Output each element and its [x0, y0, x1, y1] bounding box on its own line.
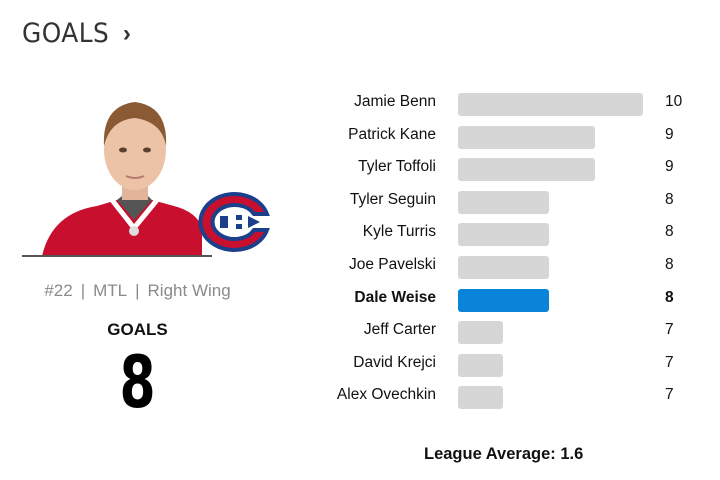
- player-name[interactable]: Dale Weise: [354, 288, 436, 306]
- bar: [458, 386, 503, 410]
- leaders-bar-chart: Jamie Benn 10 Patrick Kane 9 Tyler Toffoli…: [300, 88, 700, 414]
- goal-value: 9: [665, 158, 674, 176]
- player-headshot: [22, 102, 270, 257]
- bar: [458, 255, 549, 279]
- goal-value: 9: [665, 125, 674, 143]
- highlighted-bar: [458, 288, 549, 312]
- chart-row: Kyle Turris 8: [300, 218, 700, 251]
- player-name[interactable]: Tyler Toffoli: [358, 158, 436, 176]
- player-number: #22: [44, 281, 73, 300]
- chevron-right-icon: ›: [122, 19, 131, 47]
- player-name[interactable]: David Krejci: [353, 353, 436, 371]
- section-title: GOALS: [22, 18, 110, 49]
- chart-row: Joe Pavelski 8: [300, 251, 700, 284]
- league-average: League Average: 1.6: [424, 445, 584, 463]
- chart-row: Alex Ovechkin 7: [300, 381, 700, 414]
- goal-value: 7: [665, 321, 674, 339]
- stat-label: GOALS: [107, 320, 168, 339]
- chart-row: Tyler Toffoli 9: [300, 153, 700, 186]
- chart-row: Jeff Carter 7: [300, 316, 700, 349]
- bar: [458, 353, 503, 377]
- bar: [458, 321, 503, 345]
- bar: [458, 93, 643, 116]
- bar: [458, 223, 549, 247]
- player-team: MTL: [93, 281, 128, 300]
- goal-value: 8: [665, 288, 674, 306]
- player-name[interactable]: Jamie Benn: [354, 93, 436, 110]
- separator: |: [135, 281, 140, 300]
- separator: |: [80, 281, 86, 300]
- goal-value: 8: [665, 190, 674, 208]
- bar: [458, 158, 595, 182]
- player-name[interactable]: Patrick Kane: [348, 125, 436, 143]
- player-name[interactable]: Joe Pavelski: [348, 255, 436, 273]
- player-info: #22 | MTL | Right Wing: [0, 281, 275, 301]
- goal-value: 8: [665, 223, 674, 241]
- team-logo-icon: [198, 192, 270, 252]
- goal-value: 8: [665, 255, 674, 273]
- stat-value: 8: [119, 340, 156, 424]
- goal-value: 7: [665, 386, 674, 404]
- chart-row: Patrick Kane 9: [300, 121, 700, 154]
- chart-row: David Krejci 7: [300, 349, 700, 382]
- bar: [458, 190, 549, 214]
- player-name[interactable]: Jeff Carter: [363, 321, 436, 339]
- goals-header-link[interactable]: GOALS ›: [22, 18, 131, 49]
- player-name[interactable]: Kyle Turris: [362, 223, 436, 241]
- goal-value: 10: [665, 93, 683, 110]
- goal-value: 7: [665, 353, 674, 371]
- player-name[interactable]: Tyler Seguin: [349, 190, 436, 208]
- player-position: Right Wing: [147, 281, 231, 300]
- chart-row-highlighted: Dale Weise 8: [300, 284, 700, 317]
- bar: [458, 125, 595, 149]
- chart-row: Tyler Seguin 8: [300, 186, 700, 219]
- chart-row: Jamie Benn 10: [300, 88, 700, 121]
- player-name[interactable]: Alex Ovechkin: [336, 386, 436, 404]
